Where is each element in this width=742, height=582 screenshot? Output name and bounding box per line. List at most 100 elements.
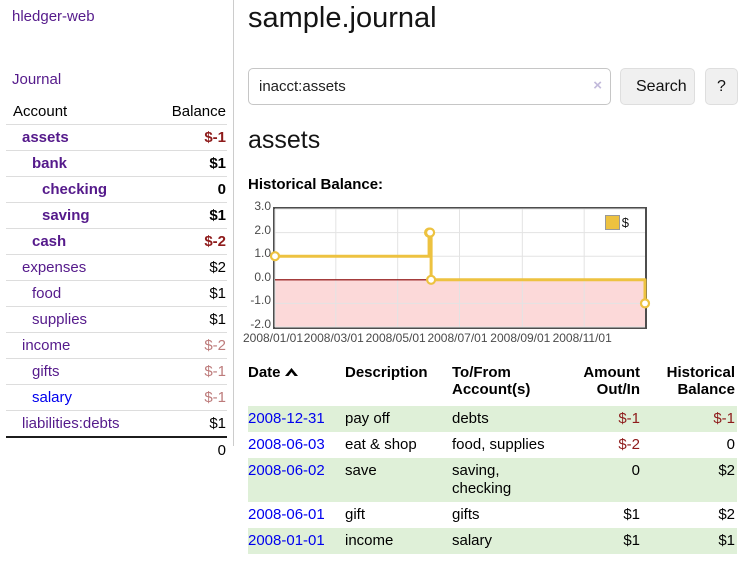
account-row: assets $-1 [6, 124, 227, 151]
transaction-description: income [345, 532, 394, 549]
account-name-cell: cash [6, 228, 150, 255]
account-name-cell: salary [6, 384, 150, 411]
sidebar: hledger-web Journal Account Balance asse… [0, 0, 234, 463]
sort-ascending-icon [284, 364, 298, 381]
account-name-cell: assets [6, 124, 150, 151]
legend-label: $ [621, 215, 629, 230]
transaction-description: pay off [345, 410, 390, 427]
account-row: saving $1 [6, 202, 227, 229]
account-balance: 0 [149, 176, 227, 203]
account-balance: $-2 [149, 332, 227, 359]
search-input[interactable] [248, 68, 611, 105]
transaction-accounts: debts [452, 410, 489, 427]
legend-swatch-icon [604, 215, 620, 230]
balance-col-header: Balance [171, 103, 226, 120]
accounts-panel: Account Balance assets $-1 bank $1 checking 0… [6, 100, 227, 463]
transaction-row: 2008-06-01 gift gifts $1 $2 [248, 502, 737, 528]
account-row: food $1 [6, 280, 227, 307]
sidebar-account-link[interactable]: bank [32, 155, 68, 172]
x-axis-tick-label: 2008/07/01 [427, 331, 488, 345]
account-balance: $-1 [149, 358, 227, 385]
register-col-accounts: To/From Account(s) [452, 364, 531, 398]
transaction-date-link[interactable]: 2008-01-01 [248, 532, 325, 549]
account-balance: $1 [149, 150, 227, 177]
account-name-cell: bank [6, 150, 150, 177]
x-axis-tick-label: 2008/05/01 [365, 331, 426, 345]
y-axis-tick-label: -1.0 [250, 293, 271, 308]
sidebar-account-link[interactable]: expenses [22, 259, 87, 276]
transaction-date-link[interactable]: 2008-06-02 [248, 462, 325, 479]
sidebar-account-link[interactable]: checking [42, 181, 108, 198]
transaction-balance: $-1 [713, 410, 735, 427]
sidebar-account-link[interactable]: salary [32, 389, 73, 406]
sidebar-account-link[interactable]: food [32, 285, 62, 302]
account-row: income $-2 [6, 332, 227, 359]
register-col-amount: Amount Out/In [583, 364, 640, 398]
account-name-cell: food [6, 280, 150, 307]
x-axis-tick-label: 2008/09/01 [490, 331, 551, 345]
register-col-date[interactable]: Date [248, 360, 345, 406]
transaction-amount: $1 [623, 506, 640, 523]
y-axis-tick-label: 3.0 [254, 199, 271, 213]
transaction-accounts: food, supplies [452, 436, 545, 453]
accounts-total-spacer [6, 436, 150, 463]
transaction-date-link[interactable]: 2008-06-03 [248, 436, 325, 453]
account-name-cell: expenses [6, 254, 150, 281]
transaction-row: 2008-06-02 save saving, checking 0 $2 [248, 458, 737, 502]
account-row: cash $-2 [6, 228, 227, 255]
transaction-accounts: saving, checking [452, 462, 512, 497]
account-name-cell: liabilities:debts [6, 410, 150, 437]
account-row: bank $1 [6, 150, 227, 177]
account-heading: assets [248, 126, 321, 154]
clear-search-icon[interactable]: × [593, 77, 602, 94]
app-brand-link[interactable]: hledger-web [12, 8, 95, 25]
transaction-balance: 0 [726, 436, 735, 453]
account-row: supplies $1 [6, 306, 227, 333]
sidebar-account-link[interactable]: saving [42, 207, 90, 224]
y-axis-tick-label: 2.0 [254, 222, 271, 237]
sidebar-account-link[interactable]: liabilities:debts [22, 415, 120, 432]
sidebar-account-link[interactable]: income [22, 337, 71, 354]
account-balance: $-1 [149, 384, 227, 411]
transaction-balance: $2 [718, 506, 735, 523]
accounts-table: Account Balance assets $-1 bank $1 checking 0… [6, 100, 227, 463]
sidebar-account-link[interactable]: assets [22, 129, 69, 146]
search-button[interactable]: Search [620, 68, 695, 105]
x-axis-tick-label: 2008/01/01 [242, 331, 304, 345]
accounts-col-header: Account [13, 103, 68, 120]
help-button[interactable]: ? [705, 68, 738, 105]
transaction-row: 2008-01-01 income salary $1 $1 [248, 528, 737, 554]
account-balance: $2 [149, 254, 227, 281]
register-col-balance: Historical Balance [666, 364, 735, 398]
account-name-cell: gifts [6, 358, 150, 385]
account-row: liabilities:debts $1 [6, 410, 227, 437]
y-axis-tick-label: 0.0 [254, 269, 271, 284]
sidebar-account-link[interactable]: cash [32, 233, 67, 250]
y-axis-tick-label: 1.0 [254, 246, 271, 261]
transaction-date-link[interactable]: 2008-12-31 [248, 410, 325, 427]
chart-legend: $ [604, 215, 629, 230]
account-balance: $1 [149, 280, 227, 307]
transaction-amount: $1 [623, 532, 640, 549]
account-name-cell: checking [6, 176, 150, 203]
account-name-cell: supplies [6, 306, 150, 333]
transaction-accounts: gifts [452, 506, 480, 523]
x-axis-tick-label: 2008/03/01 [303, 331, 364, 345]
page-title: sample.journal [248, 2, 437, 34]
transaction-amount: 0 [631, 462, 640, 479]
account-row: expenses $2 [6, 254, 227, 281]
sidebar-account-link[interactable]: supplies [32, 311, 88, 328]
chart-title: Historical Balance: [248, 176, 384, 193]
transaction-date-cell: 2008-01-01 [248, 528, 345, 554]
transaction-description: gift [345, 506, 366, 523]
transaction-date-link[interactable]: 2008-06-01 [248, 506, 325, 523]
transaction-description: save [345, 462, 377, 479]
transaction-row: 2008-12-31 pay off debts $-1 $-1 [248, 406, 737, 432]
account-balance: $1 [149, 306, 227, 333]
sidebar-account-link[interactable]: gifts [32, 363, 60, 380]
transaction-date-cell: 2008-06-03 [248, 432, 345, 458]
sidebar-item-journal[interactable]: Journal [12, 71, 62, 88]
register-panel: Date Description To/From Account(s) Amou… [248, 360, 737, 554]
search-form: × Search ? [248, 68, 742, 105]
account-row: checking 0 [6, 176, 227, 203]
